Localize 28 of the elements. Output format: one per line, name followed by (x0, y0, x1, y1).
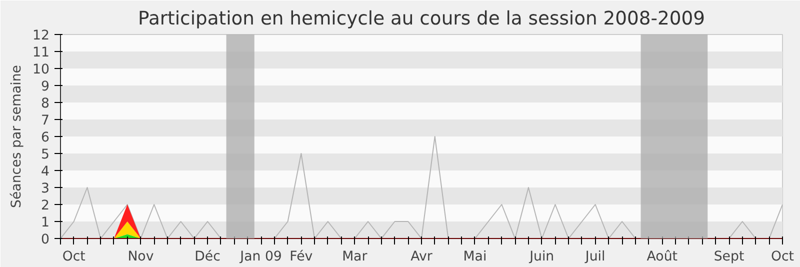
x-tick-label: Juin (528, 250, 554, 264)
x-tick-label: Avr (410, 250, 433, 264)
x-tick-label: Mai (463, 250, 487, 264)
y-tick-label: 1 (41, 216, 50, 230)
chart-title: Participation en hemicycle au cours de la session 2008-2009 (138, 8, 705, 30)
x-tick-label: Oct (770, 250, 794, 264)
y-tick-label: 2 (41, 198, 50, 214)
y-tick-label: 0 (41, 232, 50, 248)
y-tick-label: 4 (41, 164, 50, 180)
y-tick-label: 10 (32, 62, 50, 78)
x-tick-label: Jan 09 (239, 250, 282, 264)
y-tick-label: 7 (41, 114, 50, 128)
x-tick-label: Nov (128, 250, 154, 264)
y-tick-label: 12 (32, 28, 50, 44)
y-tick-label: 11 (32, 46, 50, 60)
x-tick-label: Août (646, 250, 678, 264)
y-tick-label: 8 (41, 96, 50, 112)
y-tick-label: 6 (41, 130, 50, 146)
y-tick-label: 3 (41, 182, 50, 196)
x-tick-label: Oct (62, 250, 86, 264)
x-tick-label: Fév (290, 250, 313, 264)
x-tick-label: Juil (584, 250, 606, 264)
x-tick-label: Sept (714, 250, 744, 264)
x-tick-label: Déc (194, 250, 220, 264)
x-tick-label: Mar (342, 250, 368, 264)
y-tick-label: 5 (41, 148, 50, 162)
y-axis-title: Séances par semaine (10, 65, 25, 208)
y-tick-label: 9 (41, 80, 50, 94)
